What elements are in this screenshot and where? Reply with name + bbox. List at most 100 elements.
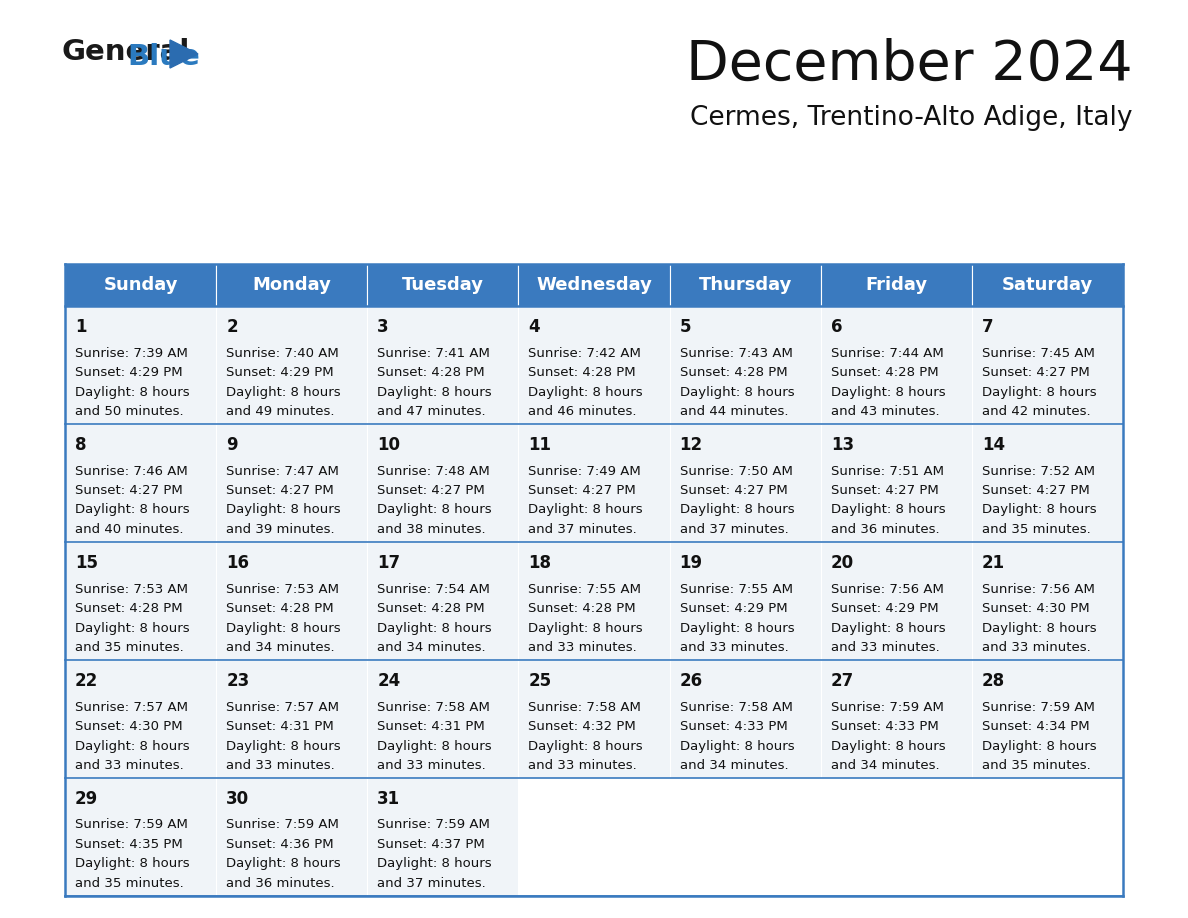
Text: Daylight: 8 hours: Daylight: 8 hours bbox=[75, 857, 190, 870]
Text: Daylight: 8 hours: Daylight: 8 hours bbox=[529, 386, 643, 398]
Bar bbox=[821, 542, 972, 660]
Text: Sunset: 4:31 PM: Sunset: 4:31 PM bbox=[378, 720, 485, 733]
Bar bbox=[367, 306, 518, 424]
Text: Sunset: 4:33 PM: Sunset: 4:33 PM bbox=[830, 720, 939, 733]
Text: and 34 minutes.: and 34 minutes. bbox=[226, 641, 335, 654]
Text: Sunrise: 7:47 AM: Sunrise: 7:47 AM bbox=[226, 465, 339, 477]
Text: and 49 minutes.: and 49 minutes. bbox=[226, 405, 335, 418]
Text: December 2024: December 2024 bbox=[687, 38, 1133, 92]
Text: and 35 minutes.: and 35 minutes. bbox=[981, 759, 1091, 772]
Text: Sunset: 4:37 PM: Sunset: 4:37 PM bbox=[378, 838, 485, 851]
Text: Daylight: 8 hours: Daylight: 8 hours bbox=[378, 386, 492, 398]
Text: Sunset: 4:29 PM: Sunset: 4:29 PM bbox=[680, 602, 788, 615]
Text: Sunrise: 7:56 AM: Sunrise: 7:56 AM bbox=[981, 583, 1094, 596]
Bar bbox=[518, 264, 670, 306]
Bar bbox=[216, 778, 367, 896]
Text: Sunrise: 7:51 AM: Sunrise: 7:51 AM bbox=[830, 465, 943, 477]
Text: Sunrise: 7:58 AM: Sunrise: 7:58 AM bbox=[529, 700, 642, 713]
Text: and 44 minutes.: and 44 minutes. bbox=[680, 405, 788, 418]
Text: and 33 minutes.: and 33 minutes. bbox=[75, 759, 184, 772]
Text: and 37 minutes.: and 37 minutes. bbox=[529, 523, 637, 536]
Text: Sunset: 4:30 PM: Sunset: 4:30 PM bbox=[981, 602, 1089, 615]
Text: Sunset: 4:29 PM: Sunset: 4:29 PM bbox=[226, 366, 334, 379]
Polygon shape bbox=[170, 40, 198, 68]
Text: and 42 minutes.: and 42 minutes. bbox=[981, 405, 1091, 418]
Text: Sunset: 4:29 PM: Sunset: 4:29 PM bbox=[830, 602, 939, 615]
Bar bbox=[821, 264, 972, 306]
Text: Daylight: 8 hours: Daylight: 8 hours bbox=[75, 503, 190, 517]
Bar bbox=[518, 660, 670, 778]
Text: and 37 minutes.: and 37 minutes. bbox=[378, 877, 486, 890]
Text: and 47 minutes.: and 47 minutes. bbox=[378, 405, 486, 418]
Text: 6: 6 bbox=[830, 318, 842, 336]
Text: Sunset: 4:28 PM: Sunset: 4:28 PM bbox=[529, 602, 636, 615]
Text: Sunset: 4:33 PM: Sunset: 4:33 PM bbox=[680, 720, 788, 733]
Text: Wednesday: Wednesday bbox=[536, 276, 652, 294]
Text: Sunset: 4:36 PM: Sunset: 4:36 PM bbox=[226, 838, 334, 851]
Text: Daylight: 8 hours: Daylight: 8 hours bbox=[680, 503, 795, 517]
Text: Daylight: 8 hours: Daylight: 8 hours bbox=[529, 740, 643, 753]
Text: Sunrise: 7:54 AM: Sunrise: 7:54 AM bbox=[378, 583, 491, 596]
Bar bbox=[216, 660, 367, 778]
Text: 30: 30 bbox=[226, 790, 249, 808]
Text: Daylight: 8 hours: Daylight: 8 hours bbox=[226, 503, 341, 517]
Text: 8: 8 bbox=[75, 436, 87, 454]
Bar bbox=[518, 424, 670, 542]
Text: Blue: Blue bbox=[127, 43, 200, 71]
Text: Daylight: 8 hours: Daylight: 8 hours bbox=[529, 503, 643, 517]
Bar bbox=[518, 542, 670, 660]
Text: and 33 minutes.: and 33 minutes. bbox=[680, 641, 789, 654]
Bar bbox=[670, 264, 821, 306]
Text: Cermes, Trentino-Alto Adige, Italy: Cermes, Trentino-Alto Adige, Italy bbox=[690, 105, 1133, 131]
Text: Sunrise: 7:49 AM: Sunrise: 7:49 AM bbox=[529, 465, 642, 477]
Bar bbox=[216, 542, 367, 660]
Text: and 40 minutes.: and 40 minutes. bbox=[75, 523, 183, 536]
Text: 19: 19 bbox=[680, 554, 702, 572]
Bar bbox=[670, 424, 821, 542]
Bar bbox=[670, 660, 821, 778]
Text: Sunset: 4:28 PM: Sunset: 4:28 PM bbox=[680, 366, 788, 379]
Text: Daylight: 8 hours: Daylight: 8 hours bbox=[830, 740, 946, 753]
Text: Sunset: 4:27 PM: Sunset: 4:27 PM bbox=[830, 484, 939, 497]
Bar bbox=[65, 778, 216, 896]
Text: Daylight: 8 hours: Daylight: 8 hours bbox=[75, 386, 190, 398]
Bar bbox=[216, 264, 367, 306]
Text: Sunrise: 7:41 AM: Sunrise: 7:41 AM bbox=[378, 346, 491, 360]
Text: Daylight: 8 hours: Daylight: 8 hours bbox=[680, 386, 795, 398]
Text: 28: 28 bbox=[981, 672, 1005, 690]
Text: and 33 minutes.: and 33 minutes. bbox=[981, 641, 1091, 654]
Text: Daylight: 8 hours: Daylight: 8 hours bbox=[226, 857, 341, 870]
Bar bbox=[65, 660, 216, 778]
Text: Daylight: 8 hours: Daylight: 8 hours bbox=[378, 740, 492, 753]
Text: 29: 29 bbox=[75, 790, 99, 808]
Text: Sunset: 4:29 PM: Sunset: 4:29 PM bbox=[75, 366, 183, 379]
Text: 4: 4 bbox=[529, 318, 541, 336]
Text: Saturday: Saturday bbox=[1001, 276, 1093, 294]
Text: and 33 minutes.: and 33 minutes. bbox=[529, 759, 637, 772]
Text: and 33 minutes.: and 33 minutes. bbox=[226, 759, 335, 772]
Text: and 36 minutes.: and 36 minutes. bbox=[226, 877, 335, 890]
Text: 3: 3 bbox=[378, 318, 388, 336]
Text: 1: 1 bbox=[75, 318, 87, 336]
Text: and 50 minutes.: and 50 minutes. bbox=[75, 405, 184, 418]
Text: Sunday: Sunday bbox=[103, 276, 178, 294]
Text: Sunrise: 7:59 AM: Sunrise: 7:59 AM bbox=[981, 700, 1094, 713]
Text: 9: 9 bbox=[226, 436, 238, 454]
Text: and 35 minutes.: and 35 minutes. bbox=[75, 877, 184, 890]
Text: 18: 18 bbox=[529, 554, 551, 572]
Bar bbox=[821, 306, 972, 424]
Text: Sunrise: 7:45 AM: Sunrise: 7:45 AM bbox=[981, 346, 1094, 360]
Text: and 33 minutes.: and 33 minutes. bbox=[529, 641, 637, 654]
Bar bbox=[972, 660, 1123, 778]
Text: Sunrise: 7:56 AM: Sunrise: 7:56 AM bbox=[830, 583, 943, 596]
Text: Friday: Friday bbox=[865, 276, 928, 294]
Bar bbox=[821, 424, 972, 542]
Text: Sunset: 4:28 PM: Sunset: 4:28 PM bbox=[529, 366, 636, 379]
Text: and 37 minutes.: and 37 minutes. bbox=[680, 523, 789, 536]
Bar bbox=[972, 264, 1123, 306]
Text: 10: 10 bbox=[378, 436, 400, 454]
Text: 5: 5 bbox=[680, 318, 691, 336]
Text: 16: 16 bbox=[226, 554, 249, 572]
Text: and 39 minutes.: and 39 minutes. bbox=[226, 523, 335, 536]
Text: and 35 minutes.: and 35 minutes. bbox=[981, 523, 1091, 536]
